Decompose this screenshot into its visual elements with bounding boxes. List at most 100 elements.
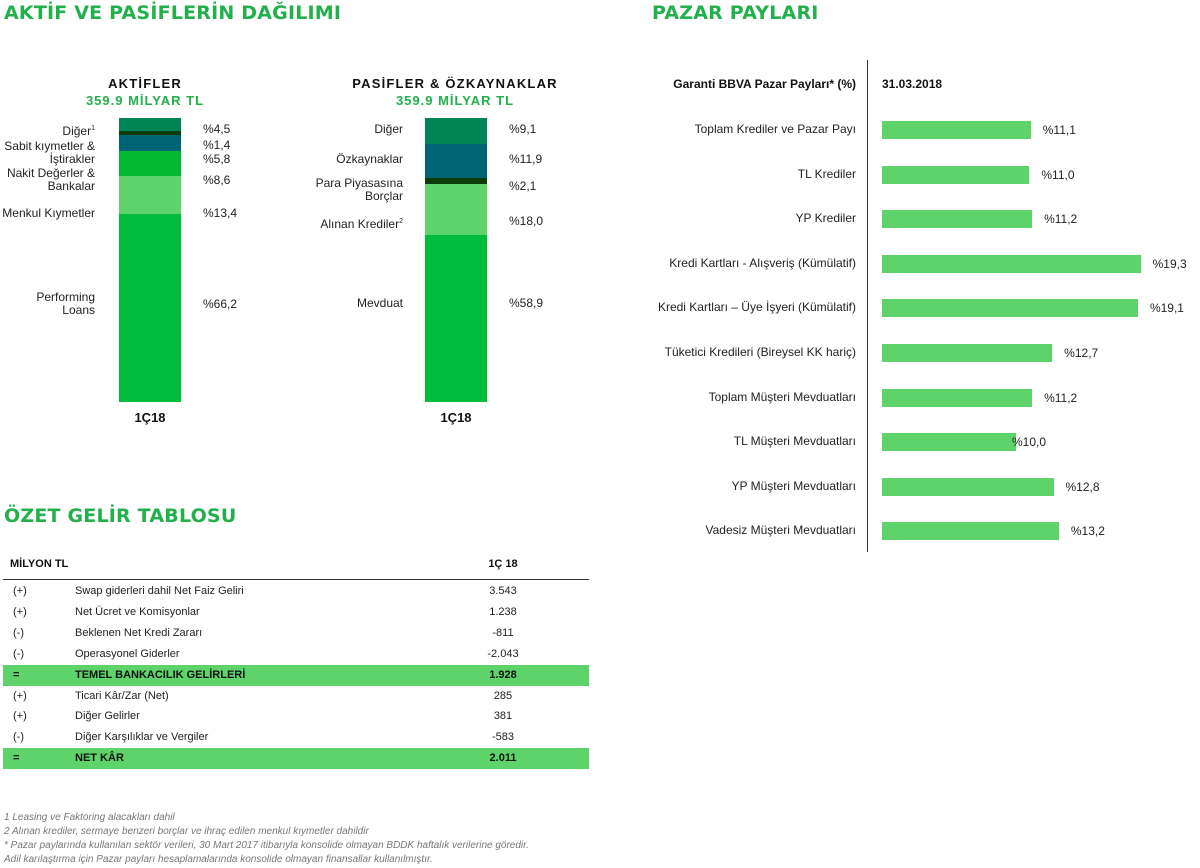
income-row-sign: (+) [13, 689, 27, 702]
income-row-name: Diğer Karşılıklar ve Vergiler [75, 731, 209, 744]
market-share-bar-1 [882, 165, 1030, 184]
market-share-bar-9 [882, 522, 1059, 541]
table-row: (+) Ticari Kâr/Zar (Net) 285 [3, 686, 589, 707]
income-row-name: Diğer Gelirler [75, 710, 140, 723]
liabilities-value-money-market: %2,1 [509, 179, 537, 193]
assets-value-loans: %66,2 [203, 297, 238, 311]
income-row-value: 381 [493, 710, 513, 723]
liabilities-label-deposits: Mevduat [356, 296, 403, 310]
table-row: (+) Diğer Gelirler 381 [3, 706, 589, 727]
market-share-bar-4 [882, 299, 1138, 318]
section-title-income-statement: ÖZET GELİR TABLOSU [4, 505, 237, 527]
income-table-header-period: 1Ç 18 [488, 558, 518, 570]
assets-chart-subtitle: 359.9 MİLYAR TL [85, 93, 205, 108]
liabilities-stacked-bar [425, 118, 487, 402]
income-row-sign: (-) [13, 731, 24, 744]
liabilities-segment-2 [425, 177, 487, 184]
liabilities-segment-0 [425, 118, 487, 144]
liabilities-segment-1 [425, 143, 487, 178]
income-row-name: Ticari Kâr/Zar (Net) [75, 689, 169, 702]
assets-label-securities: Menkul Kıymetler [2, 206, 95, 220]
income-row-value: -583 [491, 731, 515, 744]
footnote-star: * Pazar paylarında kullanılan sektör ver… [4, 840, 529, 851]
liabilities-value-deposits: %58,9 [509, 296, 544, 310]
market-share-category-1: TL Krediler [797, 166, 856, 181]
liabilities-value-loans: %18,0 [509, 214, 544, 228]
market-share-category-2: YP Krediler [795, 211, 856, 226]
assets-label-loans: Performing Loans [36, 290, 95, 317]
income-row-name: Operasyonel Giderler [75, 647, 180, 660]
income-row-name: Swap giderleri dahil Net Faiz Geliri [75, 585, 244, 597]
market-share-bar-6 [882, 388, 1033, 407]
assets-segment-5 [119, 213, 181, 402]
assets-value-securities: %13,4 [203, 206, 238, 220]
market-share-value-5: %12,7 [1064, 346, 1099, 360]
liabilities-label-equity: Özkaynaklar [336, 152, 403, 166]
market-share-value-3: %19,3 [1152, 256, 1187, 271]
liabilities-segment-4 [425, 234, 487, 402]
income-row-value: 2.011 [489, 752, 517, 765]
income-table-total-row: = NET KÂR 2.011 [3, 748, 589, 770]
liabilities-value-equity: %11,9 [509, 152, 543, 166]
assets-value-cash: %8,6 [203, 173, 231, 187]
liabilities-segment-3 [425, 183, 487, 235]
income-row-sign: = [13, 752, 20, 765]
footnote-1: 1 Leasing ve Faktoring alacakları dahil [4, 812, 175, 823]
market-share-category-0: Toplam Krediler ve Pazar Payı [694, 122, 856, 136]
section-title-assets-liabilities: AKTİF VE PASİFLERİN DAĞILIMI [4, 2, 342, 24]
market-share-value-0: %11,1 [1042, 123, 1076, 137]
market-share-category-8: YP Müşteri Mevduatları [731, 478, 857, 493]
income-row-name: Beklenen Net Kredi Zararı [75, 626, 203, 639]
footnotes: 1 Leasing ve Faktoring alacakları dahil … [4, 811, 704, 867]
assets-chart: AKTİFLER 359.9 MİLYAR TL [50, 0, 260, 440]
table-row: (-) Diğer Karşılıklar ve Vergiler -583 [3, 727, 589, 748]
income-row-name: NET KÂR [75, 752, 124, 765]
assets-segment-4 [119, 175, 181, 214]
market-share-header-date: 31.03.2018 [882, 77, 943, 91]
footnote-fair-comparison: Adil karılaştırma için Pazar payları hes… [4, 854, 433, 865]
assets-value-teal: %5,8 [203, 152, 231, 166]
income-table-total-row: = TEMEL BANKACILIK GELİRLERİ 1.928 [3, 664, 589, 686]
income-row-sign: = [13, 668, 20, 681]
market-share-bar-8 [882, 477, 1054, 496]
table-row: (+) Net Ücret ve Komisyonlar 1.238 [3, 602, 589, 623]
table-row: (-) Operasyonel Giderler -2.043 [3, 644, 589, 665]
income-row-name: Net Ücret ve Komisyonlar [75, 605, 200, 618]
income-row-value: -811 [492, 626, 514, 639]
assets-label-cash: Nakit Değerler & Bankalar [6, 166, 95, 193]
income-row-value: 1.238 [489, 605, 517, 618]
market-share-category-9: Vadesiz Müşteri Mevduatları [705, 523, 856, 538]
market-share-value-6: %11,2 [1044, 390, 1078, 405]
footnote-2: 2 Alınan krediler, sermaye benzeri borçl… [4, 826, 369, 837]
income-row-value: -2.043 [487, 647, 519, 660]
income-row-sign: (+) [13, 605, 27, 618]
table-row: (+) Swap giderleri dahil Net Faiz Geliri 3… [3, 581, 589, 602]
liabilities-label-loans: Alınan Krediler2 [320, 217, 403, 231]
liabilities-period-label: 1Ç18 [440, 410, 472, 425]
liabilities-chart-subtitle: 359.9 MİLYAR TL [395, 93, 515, 108]
income-row-value: 285 [493, 689, 513, 702]
income-row-value: 1.928 [489, 668, 517, 681]
liabilities-value-diger: %9,1 [509, 122, 537, 136]
income-row-sign: (+) [13, 585, 27, 597]
market-share-category-4: Kredi Kartları – Üye İşyeri (Kümülatif) [657, 300, 856, 315]
assets-label-fixed: Sabit kıymetler & İştirakler [4, 139, 95, 166]
assets-value-diger: %4,5 [203, 122, 231, 136]
market-share-category-7: TL Müşteri Mevduatları [733, 434, 856, 449]
market-share-header-label: Garanti BBVA Pazar Payları* (%) [673, 77, 856, 91]
market-share-bar-5 [882, 344, 1053, 362]
assets-period-label: 1Ç18 [134, 410, 166, 425]
table-row: (-) Beklenen Net Kredi Zararı -811 [3, 623, 589, 644]
assets-segment-2 [119, 134, 181, 152]
income-row-sign: (-) [13, 626, 24, 639]
income-table-header-rule [3, 579, 589, 580]
liabilities-label-diger: Diğer [374, 122, 403, 136]
assets-stacked-bar [119, 118, 181, 402]
market-share-bar-3 [882, 254, 1141, 273]
market-share-category-3: Kredi Kartları - Alışveriş (Kümülatif) [669, 255, 856, 270]
market-share-divider [867, 60, 868, 552]
liabilities-chart-title: PASİFLER & ÖZKAYNAKLAR [352, 76, 558, 91]
market-share-bar-0 [882, 121, 1031, 139]
assets-chart-title: AKTİFLER [108, 76, 182, 91]
